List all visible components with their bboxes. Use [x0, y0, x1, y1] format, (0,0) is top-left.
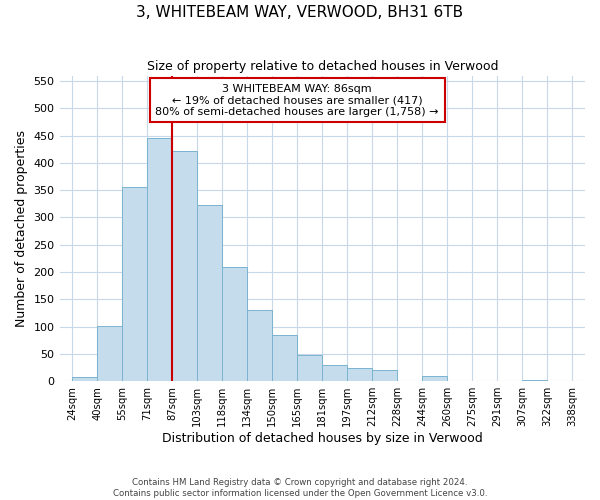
- Bar: [347, 368, 373, 381]
- Bar: [272, 335, 297, 381]
- Bar: [122, 188, 147, 381]
- Bar: [97, 326, 122, 381]
- Bar: [322, 366, 347, 381]
- X-axis label: Distribution of detached houses by size in Verwood: Distribution of detached houses by size …: [162, 432, 482, 445]
- Bar: [373, 370, 397, 381]
- Bar: [222, 267, 247, 381]
- Bar: [197, 206, 222, 381]
- Bar: [297, 355, 322, 381]
- Bar: [72, 378, 97, 381]
- Bar: [147, 138, 172, 381]
- Text: Contains HM Land Registry data © Crown copyright and database right 2024.
Contai: Contains HM Land Registry data © Crown c…: [113, 478, 487, 498]
- Bar: [422, 376, 448, 381]
- Bar: [172, 151, 197, 381]
- Y-axis label: Number of detached properties: Number of detached properties: [15, 130, 28, 327]
- Title: Size of property relative to detached houses in Verwood: Size of property relative to detached ho…: [146, 60, 498, 73]
- Bar: [247, 310, 272, 381]
- Text: 3 WHITEBEAM WAY: 86sqm
← 19% of detached houses are smaller (417)
80% of semi-de: 3 WHITEBEAM WAY: 86sqm ← 19% of detached…: [155, 84, 439, 116]
- Bar: [523, 380, 547, 381]
- Text: 3, WHITEBEAM WAY, VERWOOD, BH31 6TB: 3, WHITEBEAM WAY, VERWOOD, BH31 6TB: [136, 5, 464, 20]
